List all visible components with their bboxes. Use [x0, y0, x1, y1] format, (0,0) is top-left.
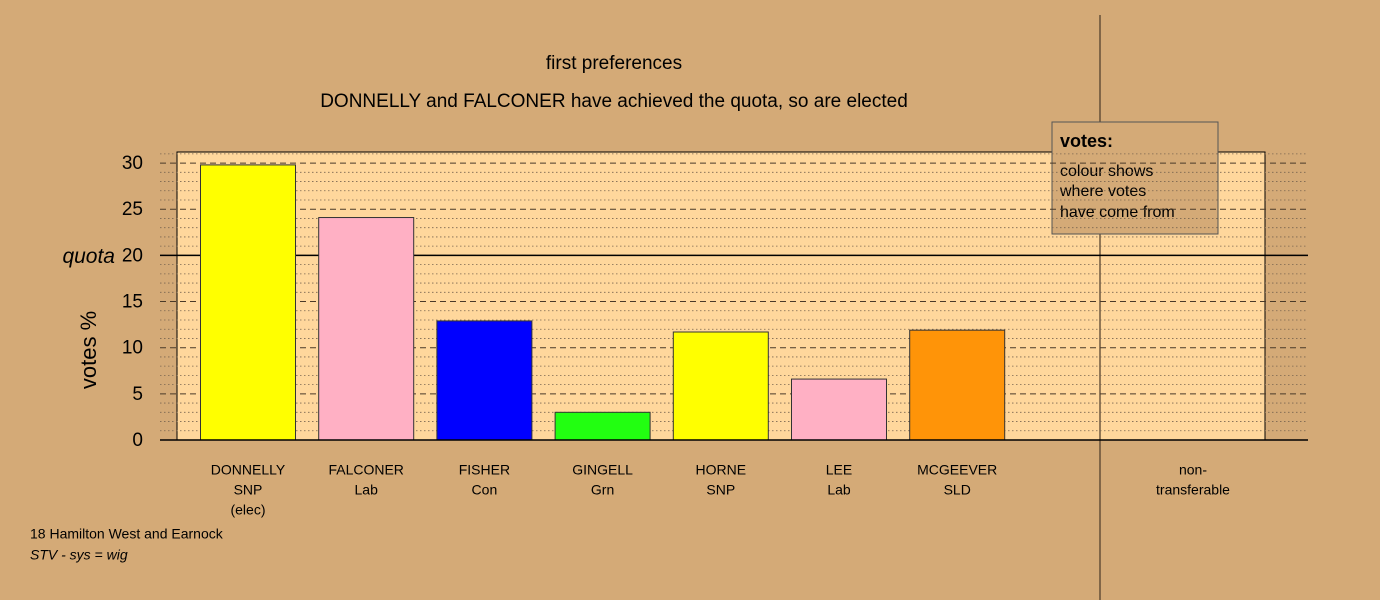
- legend: votes: colour shows where votes have com…: [1051, 121, 1219, 235]
- y-tick-label: 30: [122, 153, 143, 174]
- footer-text: STV - sys = wig: [30, 547, 128, 563]
- bar: [200, 164, 296, 441]
- bar: [318, 217, 415, 441]
- x-tick-label: Lab: [355, 482, 379, 498]
- chart-subtitle: DONNELLY and FALCONER have achieved the …: [320, 91, 908, 112]
- legend-title: votes:: [1060, 131, 1113, 151]
- quota-label: quota: [62, 245, 115, 268]
- legend-box: [1051, 121, 1219, 235]
- x-tick-label: GINGELL: [572, 462, 633, 478]
- bar: [791, 378, 887, 441]
- legend-text: have come from: [1060, 204, 1175, 221]
- bar: [554, 411, 651, 441]
- x-tick-label: DONNELLY: [211, 462, 286, 478]
- x-tick-label: FALCONER: [328, 462, 403, 478]
- x-tick-label: non-: [1179, 462, 1207, 478]
- y-tick-label: 20: [122, 245, 143, 266]
- x-tick-label: SNP: [706, 482, 735, 498]
- chart-title: first preferences: [546, 53, 682, 74]
- bar: [672, 331, 769, 441]
- footer-text: 18 Hamilton West and Earnock: [30, 526, 224, 542]
- x-tick-label: (elec): [230, 502, 265, 518]
- y-tick-label: 10: [122, 338, 143, 359]
- bar: [909, 329, 1006, 441]
- x-tick-label: Con: [472, 482, 498, 498]
- x-tick-label: SLD: [944, 482, 971, 498]
- x-tick-label: transferable: [1156, 482, 1230, 498]
- x-tick-label: HORNE: [696, 462, 747, 478]
- x-tick-label: Grn: [591, 482, 614, 498]
- legend-text: where votes: [1059, 183, 1146, 200]
- x-tick-label: Lab: [827, 482, 851, 498]
- y-tick-label: 5: [132, 384, 143, 405]
- x-tick-label: LEE: [826, 462, 852, 478]
- x-tick-label: MCGEEVER: [917, 462, 997, 478]
- y-tick-label: 0: [132, 430, 143, 451]
- y-axis-label: votes %: [76, 311, 101, 389]
- legend-text: colour shows: [1060, 163, 1153, 180]
- y-tick-label: 15: [122, 292, 143, 313]
- bar: [436, 320, 533, 441]
- x-tick-label: SNP: [234, 482, 263, 498]
- y-tick-label: 25: [122, 199, 143, 220]
- x-tick-label: FISHER: [459, 462, 510, 478]
